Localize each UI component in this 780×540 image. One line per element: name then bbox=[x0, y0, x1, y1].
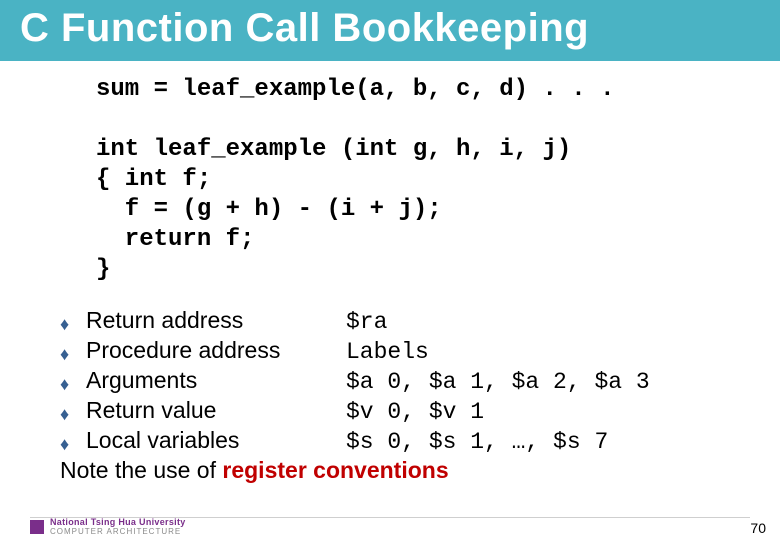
bullet-value: Labels bbox=[346, 339, 429, 365]
code-block: sum = leaf_example(a, b, c, d) . . . int… bbox=[96, 75, 780, 285]
list-item: ♦ Return address $ra bbox=[60, 307, 780, 335]
bullet-label: Procedure address bbox=[86, 337, 346, 364]
code-line bbox=[96, 105, 780, 135]
code-line: int leaf_example (int g, h, i, j) bbox=[96, 135, 780, 165]
list-item: ♦ Procedure address Labels bbox=[60, 337, 780, 365]
logo-icon bbox=[30, 520, 44, 534]
diamond-icon: ♦ bbox=[60, 314, 86, 335]
diamond-icon: ♦ bbox=[60, 374, 86, 395]
diamond-icon: ♦ bbox=[60, 404, 86, 425]
bullet-label: Return address bbox=[86, 307, 346, 334]
bullet-label: Local variables bbox=[86, 427, 346, 454]
university-name: National Tsing Hua University bbox=[50, 518, 186, 527]
bullet-value: $a 0, $a 1, $a 2, $a 3 bbox=[346, 369, 650, 395]
footer-branding: National Tsing Hua University COMPUTER A… bbox=[30, 518, 186, 536]
list-item: ♦ Arguments $a 0, $a 1, $a 2, $a 3 bbox=[60, 367, 780, 395]
code-line: sum = leaf_example(a, b, c, d) . . . bbox=[96, 75, 780, 105]
bullet-value: $v 0, $v 1 bbox=[346, 399, 484, 425]
list-item: ♦ Return value $v 0, $v 1 bbox=[60, 397, 780, 425]
note-prefix: Note the use of bbox=[60, 457, 222, 483]
footer: National Tsing Hua University COMPUTER A… bbox=[0, 512, 780, 540]
bullet-value: $s 0, $s 1, …, $s 7 bbox=[346, 429, 608, 455]
code-line: return f; bbox=[96, 225, 780, 255]
bullet-label: Arguments bbox=[86, 367, 346, 394]
code-line: } bbox=[96, 255, 780, 285]
diamond-icon: ♦ bbox=[60, 434, 86, 455]
department-name: COMPUTER ARCHITECTURE bbox=[50, 527, 186, 536]
note-emphasis: register conventions bbox=[222, 457, 448, 483]
diamond-icon: ♦ bbox=[60, 344, 86, 365]
page-number: 70 bbox=[750, 520, 766, 536]
code-line: { int f; bbox=[96, 165, 780, 195]
code-line: f = (g + h) - (i + j); bbox=[96, 195, 780, 225]
bullet-value: $ra bbox=[346, 309, 387, 335]
slide-title: C Function Call Bookkeeping bbox=[0, 0, 780, 61]
list-item: ♦ Local variables $s 0, $s 1, …, $s 7 bbox=[60, 427, 780, 455]
note: Note the use of register conventions bbox=[60, 457, 780, 484]
bullet-label: Return value bbox=[86, 397, 346, 424]
bullet-list: ♦ Return address $ra ♦ Procedure address… bbox=[60, 307, 780, 455]
